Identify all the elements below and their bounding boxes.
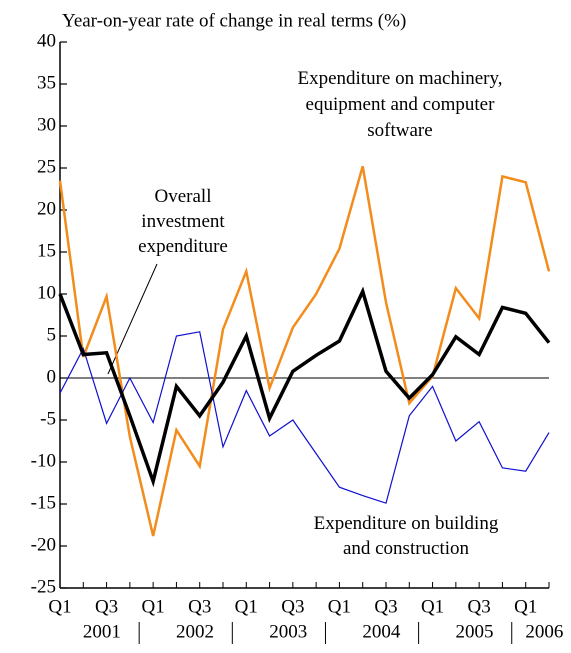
y-tick-label: -5 [40,408,56,429]
x-tick-label: Q3 [95,596,118,617]
y-tick-label: 5 [47,324,57,345]
x-tick-label: Q1 [235,596,258,617]
label-building: Expenditure on building and construction [314,513,499,559]
year-label: 2001 [83,621,121,642]
series-line [58,286,551,488]
label-overall: Overall investment expenditure [138,186,228,257]
x-tick-label: Q3 [374,596,397,617]
y-tick-label: 20 [37,198,56,219]
y-tick-label: 0 [47,366,57,387]
pointer [107,263,158,375]
year-label: 2004 [362,621,401,642]
label-machinery: Expenditure on machinery, equipment and c… [297,68,502,141]
year-label: 2005 [455,621,493,642]
y-tick-label: 25 [37,156,56,177]
year-label: 2002 [176,621,214,642]
x-tick-label: Q3 [281,596,304,617]
y-tick-label: -20 [31,534,56,555]
y-tick-label: 30 [37,114,56,135]
x-tick-label: Q1 [328,596,351,617]
y-tick-label: 15 [37,240,56,261]
y-tick-label: 40 [37,30,56,51]
chart-title: Year-on-year rate of change in real term… [62,10,406,31]
year-label: 2006 [525,621,563,642]
year-label: 2003 [269,621,307,642]
x-tick-label: Q1 [142,596,165,617]
x-tick-label: Q3 [188,596,211,617]
y-tick-label: 10 [37,282,56,303]
y-tick-label: 35 [37,72,56,93]
y-tick-label: -10 [31,450,56,471]
series-line [58,165,551,537]
y-tick-label: -15 [31,492,56,513]
x-tick-label: Q1 [421,596,444,617]
x-tick-label: Q3 [468,596,491,617]
x-tick-label: Q1 [514,596,537,617]
x-tick-label: Q1 [48,596,71,617]
series-line [59,331,550,504]
y-tick-label: -25 [31,576,56,597]
